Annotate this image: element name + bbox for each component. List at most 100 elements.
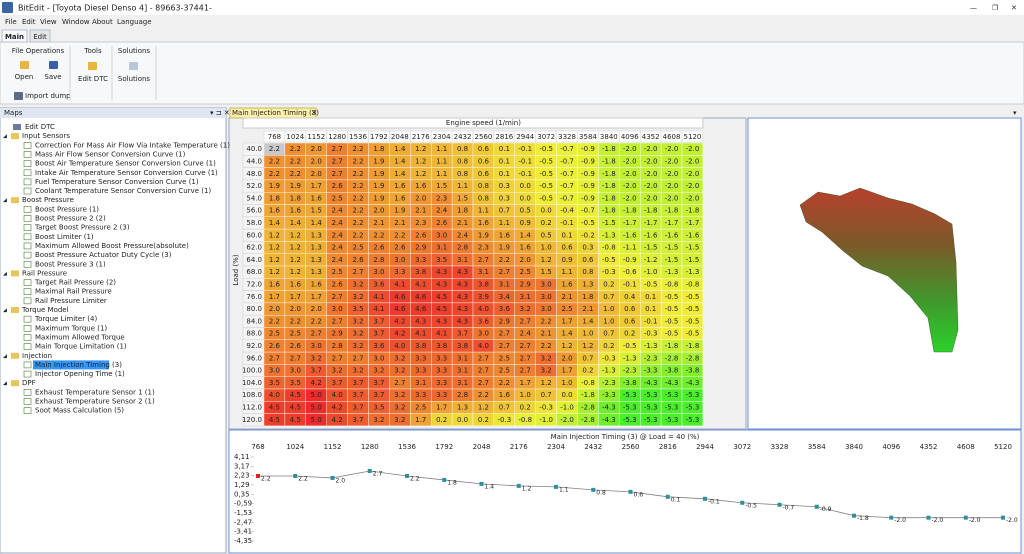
tree-expander[interactable]: ◢ [3, 353, 7, 359]
cell-value[interactable]: -1.5 [686, 256, 700, 264]
cell-value[interactable]: -2.8 [686, 354, 700, 362]
tree-folder[interactable]: Injection [22, 352, 52, 360]
cell-value[interactable]: 3.7 [373, 379, 384, 387]
cell-value[interactable]: 2.5 [499, 354, 510, 362]
cell-value[interactable]: 4.0 [478, 342, 489, 350]
cell-value[interactable]: 3.2 [394, 391, 405, 399]
cell-value[interactable]: 3.7 [352, 416, 363, 424]
cell-value[interactable]: 0.8 [478, 182, 489, 190]
cell-value[interactable]: 1.6 [290, 280, 302, 288]
point[interactable] [554, 484, 558, 489]
cell-value[interactable]: 2.7 [290, 354, 301, 362]
cell-value[interactable]: -5.3 [686, 391, 700, 399]
cell-value[interactable]: 0.7 [499, 403, 510, 411]
cell-value[interactable]: 1.2 [269, 256, 280, 264]
cell-value[interactable]: -5.3 [686, 416, 700, 424]
point[interactable] [1001, 515, 1005, 520]
tree-item[interactable]: Coolant Temperature Sensor Conversion Cu… [35, 187, 211, 195]
cell-value[interactable]: -2.0 [665, 182, 679, 190]
cell-value[interactable]: 0.6 [478, 157, 490, 165]
cell-value[interactable]: 0.1 [499, 157, 510, 165]
cell-value[interactable]: 1.6 [269, 207, 281, 215]
cell-value[interactable]: -0.7 [581, 207, 595, 215]
point[interactable] [516, 483, 521, 488]
cell-value[interactable]: 1.4 [394, 170, 406, 178]
cell-value[interactable]: 0.0 [520, 194, 531, 202]
cell-value[interactable]: 1.8 [290, 194, 301, 202]
cell-value[interactable]: 0.0 [520, 182, 531, 190]
cell-value[interactable]: -0.1 [560, 219, 574, 227]
cell-value[interactable]: -2.0 [644, 145, 658, 153]
cell-value[interactable]: 1.0 [561, 379, 572, 387]
cell-value[interactable]: 1.6 [394, 182, 406, 190]
cell-value[interactable]: 4.1 [394, 280, 405, 288]
cell-value[interactable]: 4.1 [415, 280, 426, 288]
cell-value[interactable]: 1.3 [311, 231, 322, 239]
cell-value[interactable]: 3.5 [269, 379, 280, 387]
cell-value[interactable]: -1.0 [644, 268, 658, 276]
cell-value[interactable]: -1.7 [665, 219, 679, 227]
point[interactable] [889, 515, 894, 520]
cell-value[interactable]: 3.1 [457, 379, 468, 387]
cell-value[interactable]: -1.6 [665, 231, 679, 239]
cell-value[interactable]: -0.5 [686, 317, 700, 325]
minimize-button[interactable]: — [970, 4, 977, 12]
cell-value[interactable]: 0.7 [541, 391, 552, 399]
cell-value[interactable]: 3.2 [520, 305, 531, 313]
cell-value[interactable]: 3.6 [373, 342, 385, 350]
cell-value[interactable]: 2.2 [478, 391, 489, 399]
cell-value[interactable]: 4.3 [436, 317, 447, 325]
cell-value[interactable]: 3.7 [352, 403, 363, 411]
cell-value[interactable]: 2.2 [290, 170, 301, 178]
tree-item[interactable]: Correction For Mass Air Flow Via Intake … [35, 141, 230, 149]
cell-value[interactable]: 0.6 [561, 244, 573, 252]
cell-value[interactable]: 2.7 [478, 256, 489, 264]
cell-value[interactable]: 2.7 [499, 330, 510, 338]
cell-value[interactable]: 3.2 [352, 317, 363, 325]
cell-value[interactable]: 3.5 [352, 305, 363, 313]
cell-value[interactable]: -0.5 [539, 170, 553, 178]
cell-value[interactable]: 3.7 [457, 330, 468, 338]
point[interactable] [740, 500, 745, 505]
cell-value[interactable]: -4.3 [602, 403, 616, 411]
cell-value[interactable]: 3.2 [541, 354, 552, 362]
cell-value[interactable]: -0.3 [539, 403, 553, 411]
cell-value[interactable]: 2.2 [352, 170, 363, 178]
cell-value[interactable]: -2.0 [644, 170, 658, 178]
cell-value[interactable]: 4.0 [478, 305, 489, 313]
cell-value[interactable]: 3.1 [415, 379, 426, 387]
cell-value[interactable]: -2.3 [602, 379, 616, 387]
cell-value[interactable]: -1.3 [602, 367, 616, 375]
panel-pin[interactable]: ▾ ⊐ ✕ [210, 109, 230, 117]
cell-value[interactable]: 1.1 [436, 170, 447, 178]
cell-value[interactable]: 1.1 [436, 157, 447, 165]
cell-value[interactable]: 2.4 [332, 231, 344, 239]
cell-value[interactable]: 3.0 [541, 280, 552, 288]
cell-value[interactable]: -3.8 [686, 367, 700, 375]
cell-value[interactable]: 4.2 [332, 416, 343, 424]
tree-item[interactable]: Maximum Allowed Boost Pressure(absolute) [35, 242, 189, 250]
ribbon-tab-label[interactable]: Main [5, 33, 24, 41]
point[interactable] [330, 475, 335, 480]
cell-value[interactable]: 4.1 [415, 330, 426, 338]
cell-value[interactable]: 4.3 [436, 280, 447, 288]
cell-value[interactable]: -2.0 [665, 194, 679, 202]
cell-value[interactable]: 2.2 [541, 317, 552, 325]
tree-item[interactable]: Exhaust Temperature Sensor 2 (1) [35, 398, 155, 406]
cell-value[interactable]: 4.2 [332, 403, 343, 411]
cell-value[interactable]: -5.3 [665, 403, 679, 411]
cell-value[interactable]: 2.0 [311, 305, 322, 313]
cell-value[interactable]: -5.3 [623, 391, 637, 399]
cell-value[interactable]: 1.6 [311, 194, 323, 202]
cell-value[interactable]: 2.2 [352, 145, 363, 153]
cell-value[interactable]: 2.0 [561, 354, 572, 362]
cell-value[interactable]: -2.0 [644, 194, 658, 202]
cell-value[interactable]: -0.5 [539, 157, 553, 165]
cell-value[interactable]: -2.0 [686, 157, 700, 165]
cell-value[interactable]: 2.6 [290, 342, 302, 350]
cell-value[interactable]: -2.0 [665, 170, 679, 178]
tree-expander[interactable]: ◢ [3, 381, 7, 387]
tab-menu[interactable]: ▾ [1013, 109, 1017, 117]
cell-value[interactable]: 3.3 [415, 256, 426, 264]
cell-value[interactable]: -1.5 [665, 256, 679, 264]
